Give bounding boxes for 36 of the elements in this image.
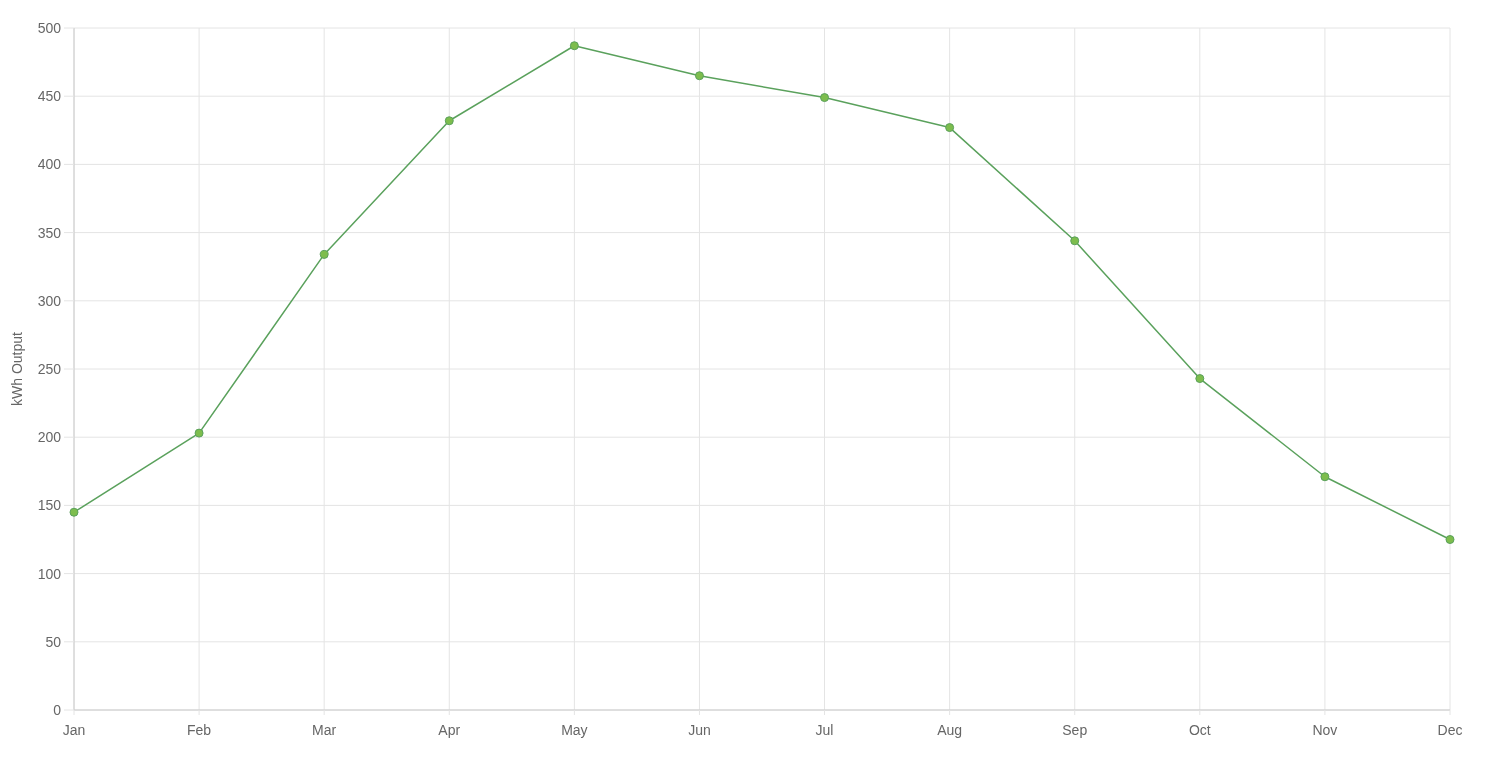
point — [444, 116, 454, 126]
point — [820, 93, 830, 103]
x-tick-label: Aug — [937, 721, 963, 738]
x-tick-label: Sep — [1062, 721, 1088, 738]
y-tick-label: 350 — [37, 224, 62, 241]
y-tick-label: 250 — [37, 360, 62, 377]
point — [694, 71, 704, 81]
x-tick-label: Apr — [438, 721, 461, 738]
point — [194, 428, 204, 438]
point — [569, 41, 579, 51]
y-tick-label: 400 — [37, 156, 62, 173]
point — [1070, 236, 1080, 246]
x-tick-label: Jul — [815, 721, 834, 738]
point — [1320, 472, 1330, 482]
x-tick-label: Dec — [1437, 721, 1463, 738]
y-tick-label: 0 — [53, 701, 62, 718]
x-tick-label: Nov — [1312, 721, 1338, 738]
y-tick-label: 100 — [37, 565, 62, 582]
x-tick-label: May — [561, 721, 588, 738]
y-tick-label: 50 — [45, 633, 62, 650]
y-tick-label: 500 — [37, 19, 62, 36]
point — [1195, 374, 1205, 384]
x-tick-label: Oct — [1188, 721, 1211, 738]
y-tick-label: 300 — [37, 292, 62, 309]
x-tick-label: Jan — [62, 721, 86, 738]
point — [1445, 535, 1455, 544]
y-tick-label: 150 — [37, 497, 62, 514]
y-tick-label: 200 — [37, 429, 62, 446]
x-tick-label: Jun — [688, 721, 711, 738]
y-axis-title: kWh Output — [9, 331, 25, 406]
x-tick-label: Mar — [312, 721, 337, 738]
point — [945, 123, 955, 133]
point — [69, 507, 79, 517]
point — [319, 249, 329, 259]
x-tick-label: Feb — [187, 721, 212, 738]
y-tick-label: 450 — [37, 88, 62, 105]
